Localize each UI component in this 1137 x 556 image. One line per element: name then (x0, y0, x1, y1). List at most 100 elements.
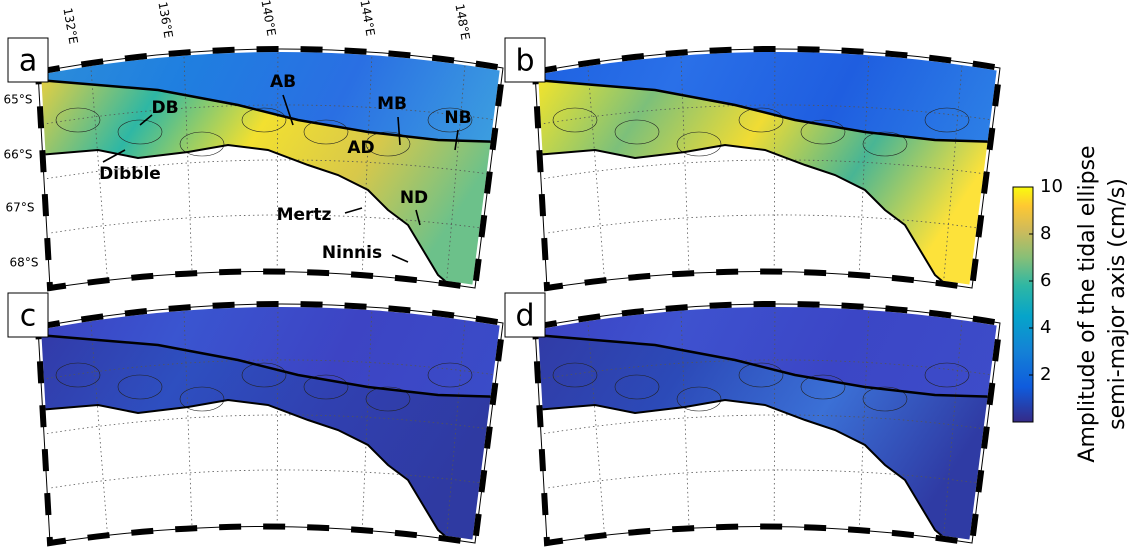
graticule (360, 303, 374, 544)
contour (117, 119, 163, 145)
colorbar: Amplitude of the tidal ellipse semi-majo… (1012, 145, 1130, 463)
contour (179, 386, 225, 412)
graticule (535, 214, 1000, 236)
graticule (182, 48, 194, 289)
leader (282, 94, 294, 126)
panel-label-box (504, 292, 546, 338)
graticule (857, 48, 871, 289)
colorbar-tick-label: 4 (1040, 317, 1051, 338)
contour (862, 131, 908, 157)
graticule (535, 469, 1000, 491)
contour (924, 107, 970, 133)
colorbar-label: semi-major axis (cm/s) (1105, 178, 1130, 430)
contour (427, 362, 473, 388)
land (38, 145, 503, 289)
map-panel: c (7, 292, 507, 547)
coastline (38, 398, 503, 544)
coastline (535, 143, 1000, 289)
panel-label: d (515, 299, 534, 334)
annotation: MB (377, 94, 407, 114)
leader (397, 116, 401, 146)
contour (614, 119, 660, 145)
annotation: Ninnis (322, 243, 382, 263)
annotation: DB (151, 98, 178, 118)
graticule (535, 159, 1000, 181)
graticule (360, 48, 374, 289)
graticule (38, 214, 503, 236)
contour (241, 107, 287, 133)
panel-label: a (19, 44, 37, 79)
lon-label: 144°E (357, 0, 377, 37)
contour (117, 374, 163, 400)
frame-edge (37, 48, 504, 289)
shelf-break (38, 78, 503, 144)
contour (303, 374, 349, 400)
leader (454, 129, 459, 151)
colorbar-tick-label: 8 (1040, 223, 1051, 244)
frame-edge (37, 303, 504, 544)
graticule (857, 303, 871, 544)
land (535, 145, 1000, 289)
annotation: ND (400, 188, 428, 208)
contour (55, 107, 101, 133)
shelf-break (535, 333, 1000, 399)
leader (344, 207, 363, 214)
contour (924, 362, 970, 388)
graticule (535, 104, 1000, 126)
graticule (773, 48, 776, 289)
graticule (584, 303, 608, 544)
graticule (584, 48, 608, 289)
contour (800, 374, 846, 400)
colorbar-tick-label: 2 (1040, 364, 1051, 385)
coastline (38, 143, 503, 289)
graticule (276, 303, 279, 544)
colorbar-tick-label: 6 (1040, 270, 1051, 291)
graticule (38, 469, 503, 491)
graticule (535, 359, 1000, 381)
colorbar-label: Amplitude of the tidal ellipse (1075, 145, 1100, 462)
lon-label: 140°E (258, 0, 278, 37)
panel-label-box (504, 37, 546, 83)
lat-label: 67°S (6, 201, 35, 215)
graticule (38, 414, 503, 436)
leader (102, 149, 126, 163)
shelf (535, 335, 1000, 544)
shelf-break (38, 333, 503, 399)
annotation: NB (444, 108, 471, 128)
land (38, 400, 503, 544)
panel-label-box (7, 37, 49, 83)
map-panel: b (504, 37, 1004, 292)
land (535, 400, 1000, 544)
leader (139, 114, 153, 126)
graticule (87, 48, 111, 289)
contour (179, 131, 225, 157)
contour (427, 107, 473, 133)
contour (552, 107, 598, 133)
contour (676, 386, 722, 412)
contour (552, 362, 598, 388)
lon-label: 148°E (452, 3, 472, 41)
contour (365, 131, 411, 157)
contour (365, 386, 411, 412)
leader (391, 254, 409, 263)
map-panel: a (7, 37, 507, 292)
graticule (182, 303, 194, 544)
graticule (38, 159, 503, 181)
lat-label: 66°S (4, 148, 33, 162)
shelf (535, 80, 1000, 289)
graticule (38, 104, 503, 126)
map-panel: d (504, 292, 1004, 547)
colorbar-scale (1012, 186, 1034, 423)
panel-label: c (20, 299, 37, 334)
annotation: AD (347, 138, 374, 158)
frame-edge (534, 303, 1001, 544)
graticule (679, 303, 691, 544)
shelf-break (535, 78, 1000, 144)
lat-labels: 65°S 66°S 67°S 68°S (4, 93, 39, 270)
shelf (38, 335, 503, 544)
lat-label: 65°S (4, 93, 33, 107)
panel-label-box (7, 292, 49, 338)
contour (676, 131, 722, 157)
contour (738, 362, 784, 388)
